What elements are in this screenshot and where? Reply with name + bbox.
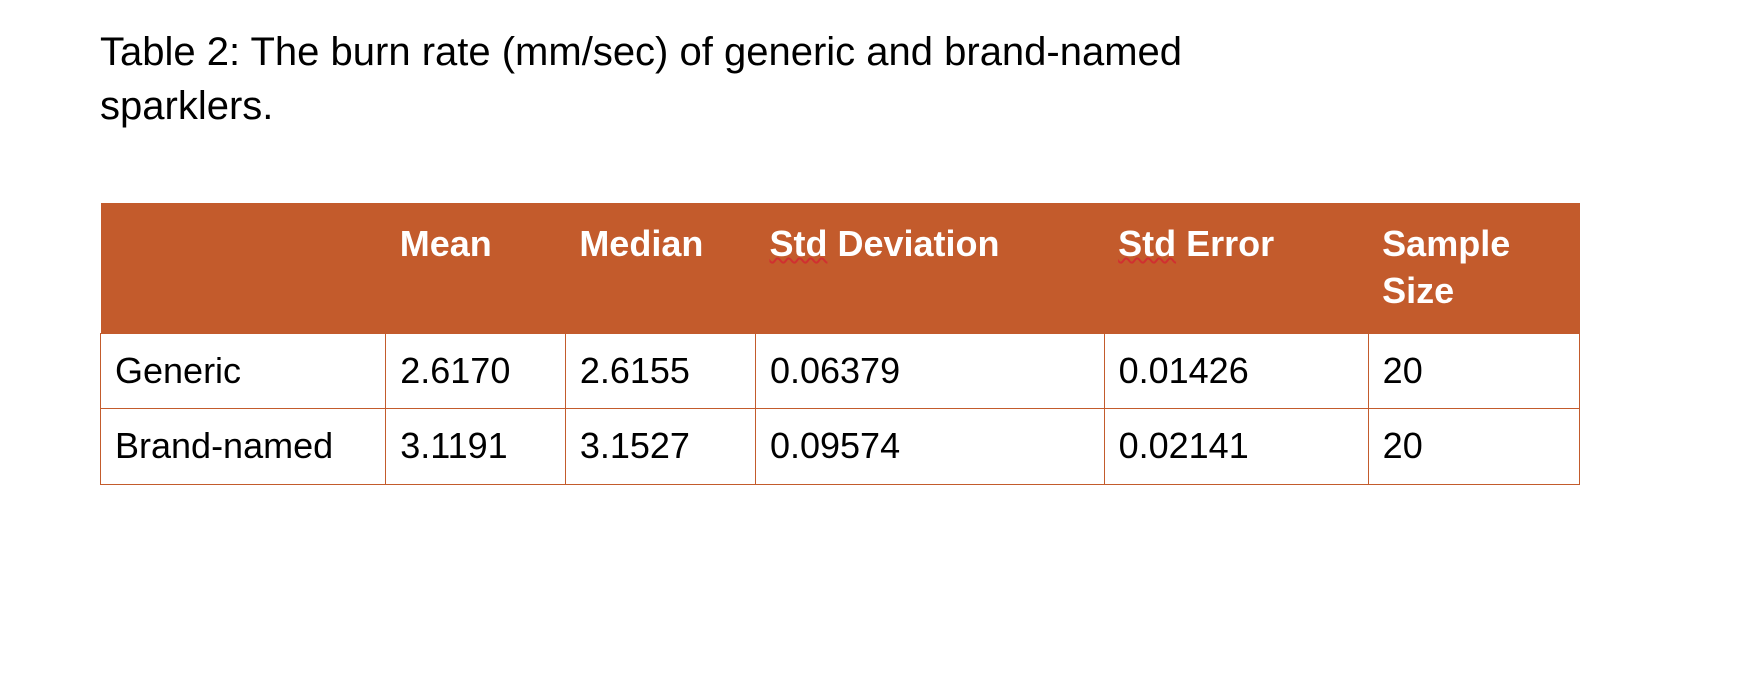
table-header-row: Mean Median Std Deviation Std Error Samp… (101, 203, 1580, 333)
col-header-mean: Mean (386, 203, 566, 333)
spellcheck-text: Std (1118, 223, 1176, 264)
cell-mean: 3.1191 (386, 409, 566, 485)
header-suffix: Deviation (827, 223, 999, 264)
cell-median: 2.6155 (565, 333, 755, 409)
data-table: Mean Median Std Deviation Std Error Samp… (100, 203, 1580, 485)
cell-median: 3.1527 (565, 409, 755, 485)
table-caption: Table 2: The burn rate (mm/sec) of gener… (100, 25, 1200, 133)
cell-stderr: 0.02141 (1104, 409, 1368, 485)
col-header-median: Median (565, 203, 755, 333)
col-header-n: Sample Size (1368, 203, 1579, 333)
header-suffix: Error (1176, 223, 1274, 264)
col-header-stddev: Std Deviation (755, 203, 1104, 333)
cell-stderr: 0.01426 (1104, 333, 1368, 409)
col-header-stderr: Std Error (1104, 203, 1368, 333)
cell-row-label: Generic (101, 333, 386, 409)
cell-stddev: 0.06379 (755, 333, 1104, 409)
spellcheck-text: Std (769, 223, 827, 264)
col-header-label (101, 203, 386, 333)
cell-n: 20 (1368, 333, 1579, 409)
table-row: Brand-named 3.1191 3.1527 0.09574 0.0214… (101, 409, 1580, 485)
cell-stddev: 0.09574 (755, 409, 1104, 485)
table-row: Generic 2.6170 2.6155 0.06379 0.01426 20 (101, 333, 1580, 409)
cell-mean: 2.6170 (386, 333, 566, 409)
cell-row-label: Brand-named (101, 409, 386, 485)
cell-n: 20 (1368, 409, 1579, 485)
